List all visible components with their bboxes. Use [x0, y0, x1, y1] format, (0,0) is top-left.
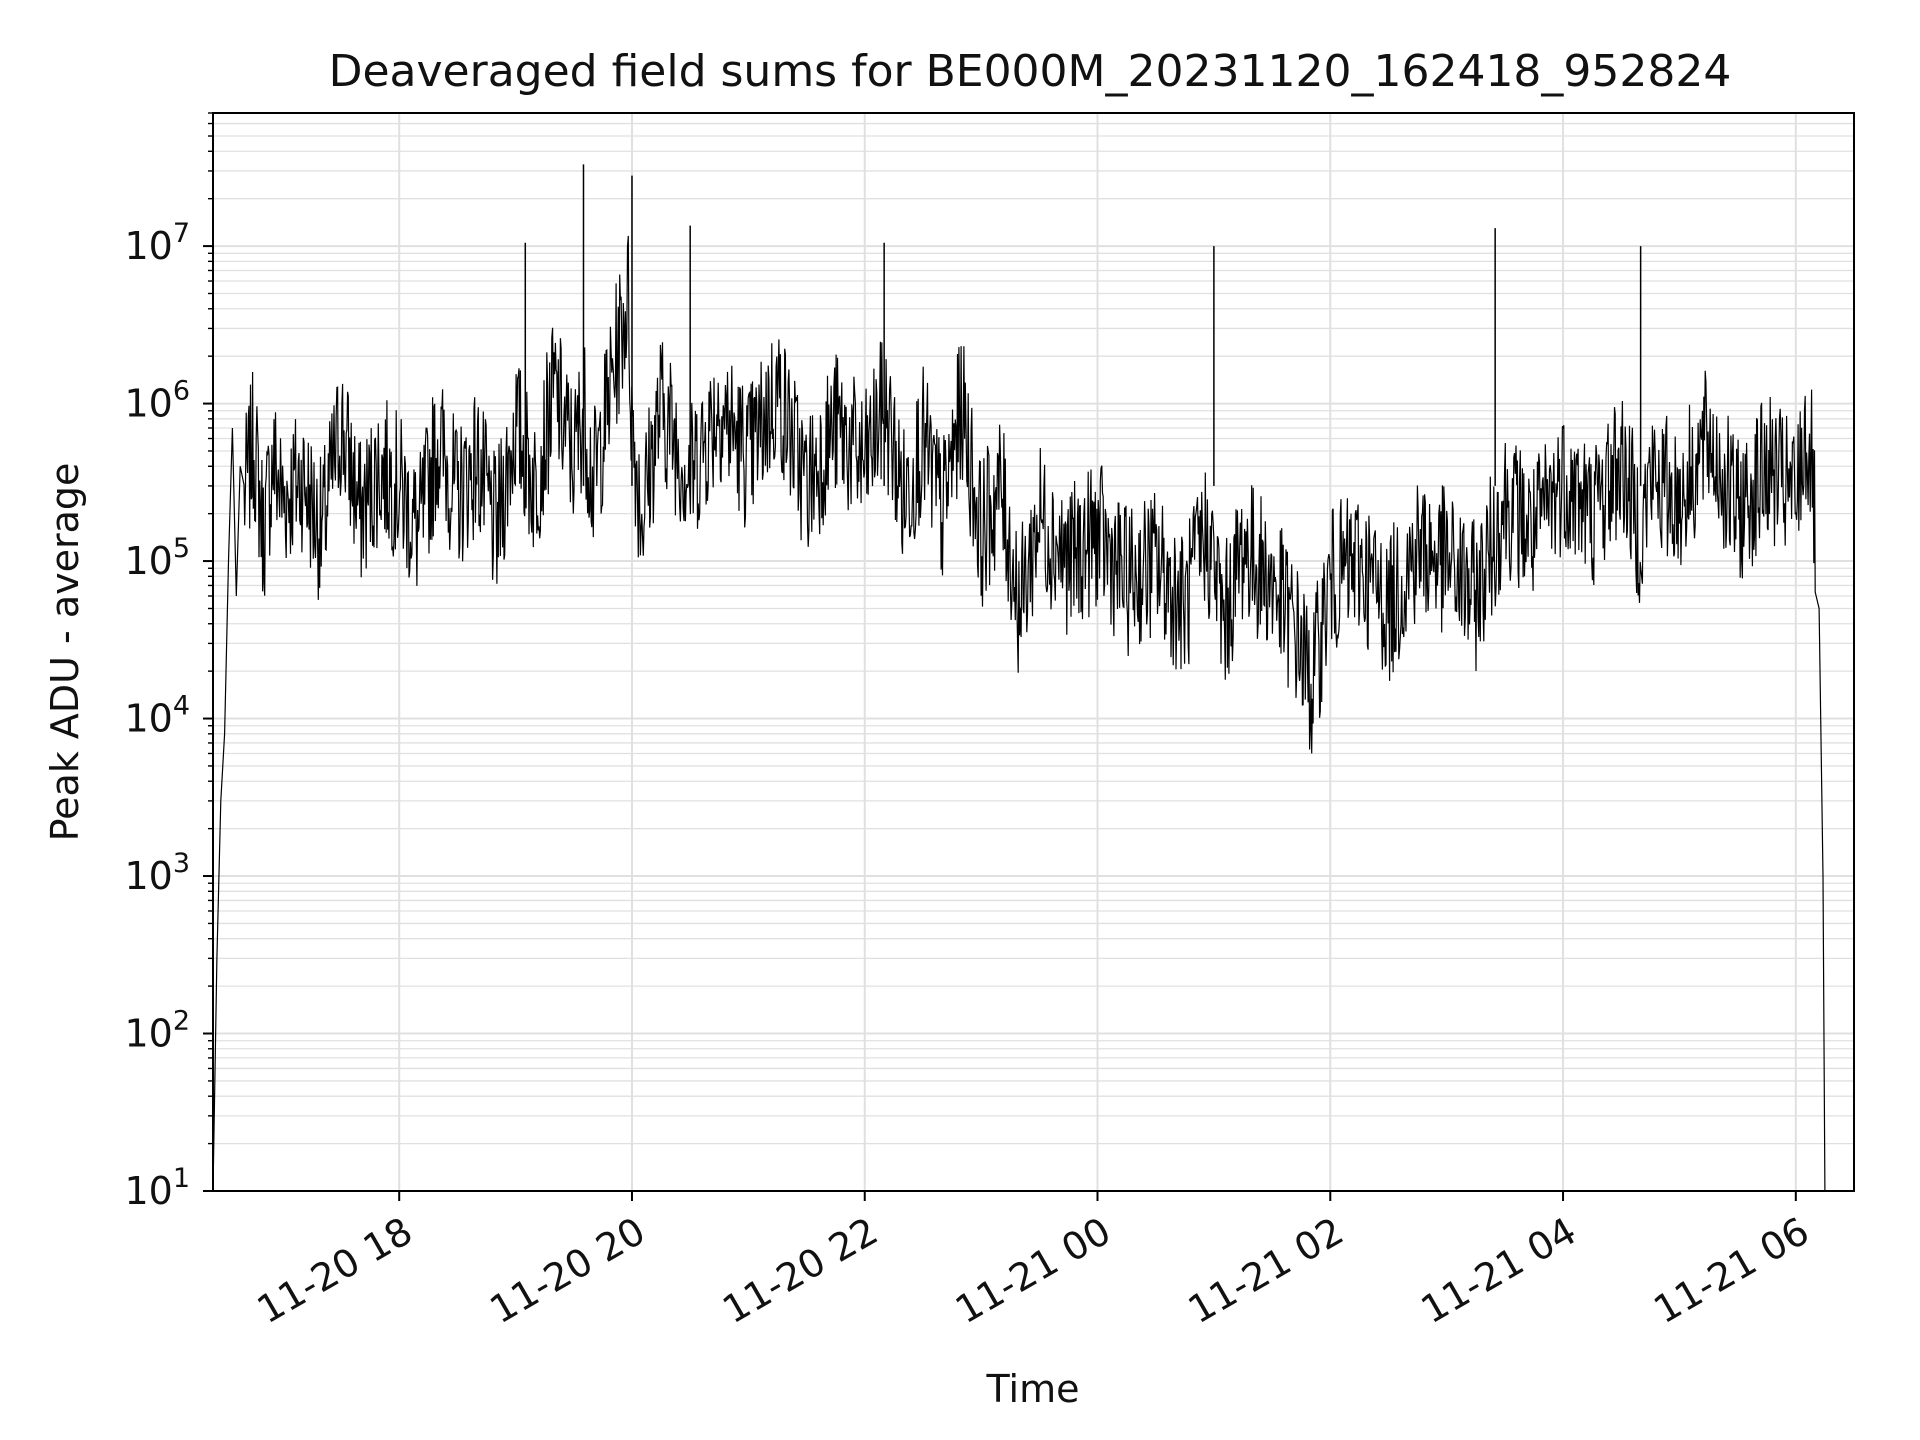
y-tick-label: 101: [124, 1163, 190, 1213]
y-tick-label-exponent: 5: [173, 533, 190, 564]
series-layer: [212, 164, 1826, 1192]
x-tick-label: 11-20 18: [250, 1209, 420, 1333]
x-tick-label: 11-20 22: [715, 1209, 885, 1333]
y-tick-label: 105: [124, 533, 190, 583]
y-tick-label-exponent: 3: [173, 848, 190, 879]
y-tick-label-base: 10: [124, 1012, 172, 1056]
y-tick-label-exponent: 4: [173, 691, 190, 722]
x-tick-label: 11-21 06: [1646, 1209, 1816, 1333]
y-tick-label-base: 10: [124, 224, 172, 268]
series-line: [212, 235, 1826, 1192]
plot-frame: [212, 112, 1855, 1192]
chart-title: Deaveraged field sums for BE000M_2023112…: [329, 46, 1732, 97]
y-tick-label-base: 10: [124, 854, 172, 898]
y-tick-label-exponent: 1: [173, 1163, 190, 1194]
y-tick-label-base: 10: [124, 697, 172, 741]
y-tick-label-exponent: 6: [173, 376, 190, 407]
y-tick-label-base: 10: [124, 1169, 172, 1213]
x-tick-label: 11-20 20: [483, 1209, 653, 1333]
x-tick-label: 11-21 00: [948, 1209, 1118, 1333]
y-tick-label-base: 10: [124, 539, 172, 583]
y-tick-label-exponent: 7: [173, 218, 190, 249]
x-axis-label: Time: [986, 1367, 1080, 1411]
y-tick-label: 103: [124, 848, 190, 898]
grid: [213, 112, 1854, 1192]
y-tick-label-exponent: 2: [173, 1006, 190, 1037]
y-tick-label: 106: [124, 376, 190, 426]
y-tick-label: 102: [124, 1006, 190, 1056]
x-tick-label: 11-21 02: [1181, 1209, 1351, 1333]
y-tick-label: 107: [124, 218, 190, 268]
y-axis-label: Peak ADU - average: [43, 463, 87, 842]
y-tick-label-base: 10: [124, 382, 172, 426]
y-tick-label: 104: [124, 691, 190, 741]
x-tick-label: 11-21 04: [1414, 1209, 1584, 1333]
x-axis: 11-20 18 11-20 20 11-20 22 11-21 00 11-21 02…: [250, 1191, 1816, 1333]
